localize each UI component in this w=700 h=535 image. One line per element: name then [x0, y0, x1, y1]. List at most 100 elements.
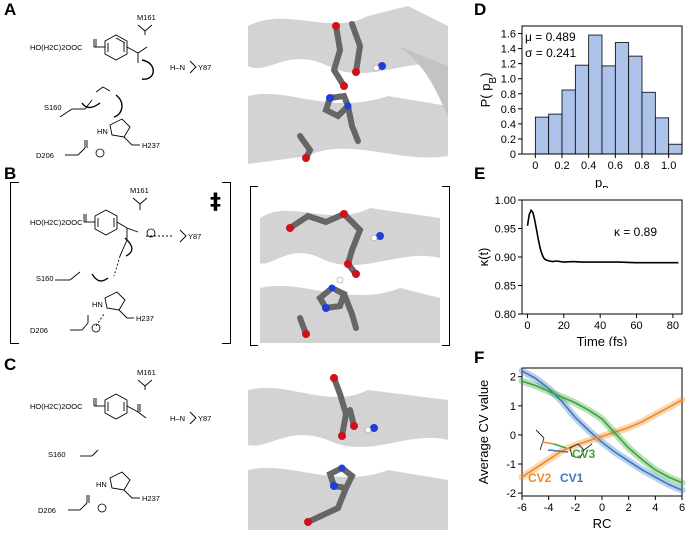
histogram-x-axis-label: pB: [595, 175, 609, 188]
histogram-y-tick-label: 0.4: [501, 119, 516, 131]
kappa-x-tick-label: 60: [630, 320, 642, 332]
cv1-legend-label: CV1: [560, 471, 584, 485]
histogram-y-tick-label: 1.2: [501, 59, 516, 71]
cv-x-tick-label: 2: [626, 502, 632, 514]
cv3-band: [518, 377, 686, 487]
histogram-bar: [614, 42, 630, 155]
structure-render-c: [248, 370, 448, 530]
kappa-annotation: κ = 0.89: [614, 225, 657, 239]
scheme-c-y87: Y87: [198, 414, 212, 423]
histogram-y-tick-label: 0.8: [501, 89, 516, 101]
scheme-c: HO(H2C)2OOC M161 H–N Y87 S160 HN H237 D2…: [30, 360, 230, 530]
ts-dagger-scheme: ‡: [210, 190, 221, 215]
scheme-b: HO(H2C)2OOC M161 Y87 S160 HN H237 D206: [30, 180, 220, 340]
structure-render-b-bracket-left: [250, 186, 258, 346]
scheme-b-bracket-right: [222, 182, 231, 344]
kappa-y-axis-label: κ(t): [476, 248, 491, 267]
cv3-legend-label: CV3: [572, 447, 596, 461]
histogram-bar: [561, 89, 576, 155]
histogram-x-tick-label: 0.8: [634, 160, 649, 172]
cv2-line: [521, 399, 683, 478]
histogram-bar: [628, 55, 643, 155]
scheme-b-d206: D206: [30, 326, 48, 335]
histogram-bar: [588, 34, 603, 155]
cv-x-tick-label: -6: [517, 502, 527, 514]
kappa-y-tick-label: 1.00: [495, 195, 516, 207]
histogram-bar: [668, 143, 683, 155]
kappa-y-tick-label: 0.95: [495, 224, 516, 236]
scheme-c-m161: M161: [137, 368, 156, 377]
cv-x-tick-label: 0: [599, 502, 605, 514]
scheme-a-drawing: [59, 24, 197, 158]
scheme-a-d206: D206: [36, 151, 54, 160]
cv-y-axis-label: Average CV value: [476, 380, 491, 485]
panel-label-e: E: [474, 164, 486, 183]
cv-y-tick-label: 0: [510, 430, 516, 442]
histogram-bar: [641, 91, 656, 155]
average-cv-chart: -6 -4 -2 0 2 4 6 -2 -1 0 1 2 CV3 CV2 CV1 RC Average…: [476, 367, 686, 531]
panel-label-a: A: [4, 0, 17, 19]
kappa-x-tick-label: 80: [667, 320, 679, 332]
histogram-x-tick-label: 0.6: [608, 160, 623, 172]
scheme-a-nh: H–N: [170, 63, 186, 72]
scheme-b-drawing: [55, 197, 187, 333]
scheme-c-drawing: [68, 379, 197, 513]
cv-y-tick-label: 1: [510, 401, 516, 413]
scheme-a-y87: Y87: [198, 63, 212, 72]
kappa-y-tick-label: 0.85: [495, 281, 516, 293]
structure-render-b: [260, 188, 440, 343]
histogram-bar: [601, 65, 616, 155]
cv-x-tick-label: -4: [544, 502, 554, 514]
scheme-c-tpa: HO(H2C)2OOC: [30, 402, 83, 411]
structure-render-a: [248, 6, 448, 164]
histogram-bar: [574, 64, 590, 155]
histogram-std-annotation: σ = 0.241: [525, 46, 576, 60]
kappa-x-tick-label: 0: [524, 320, 530, 332]
scheme-a-m161: M161: [137, 13, 156, 22]
scheme-a-hn: HN: [97, 127, 108, 136]
histogram-y-tick-label: 0: [510, 149, 516, 161]
histogram-x-tick-label: 1.0: [661, 160, 676, 172]
histogram-y-tick-label: 0.6: [501, 104, 516, 116]
cv2-legend-label: CV2: [528, 471, 552, 485]
x-label-p: p: [595, 175, 602, 188]
scheme-b-hn: HN: [92, 300, 103, 309]
histogram-pb-chart: 0 0.2 0.4 0.6 0.8 1.0 0 0.2 0.4 0.6 0.8 1.0 1.2 1.4 1.…: [478, 25, 683, 188]
scheme-b-bracket-left: [10, 182, 19, 344]
structure-a-svg: [248, 6, 448, 164]
scheme-b-s160: S160: [36, 274, 54, 283]
scheme-b-tpa: HO(H2C)2OOC: [30, 218, 83, 227]
kappa-y-tick-label: 0.90: [495, 252, 516, 264]
y-label-close: ): [478, 73, 493, 77]
histogram-y-tick-label: 1.4: [501, 44, 516, 56]
cv-inset-molecule: [535, 429, 593, 459]
histogram-x-tick-label: 0.2: [554, 160, 569, 172]
scheme-c-s160: S160: [48, 450, 66, 459]
scheme-a: HO(H2C)2OOC M161 H–N Y87 S160 HN H237 D2…: [30, 5, 230, 165]
panel-label-d: D: [474, 0, 487, 19]
cv-x-axis-label: RC: [593, 516, 612, 531]
structure-render-b-bracket-right: [442, 186, 450, 346]
scheme-b-m161: M161: [130, 186, 149, 195]
scheme-c-hn: HN: [96, 480, 107, 489]
kappa-curve: [526, 208, 679, 264]
cv-x-tick-label: -2: [570, 502, 580, 514]
cv-x-tick-label: 4: [652, 502, 658, 514]
structure-b-svg: [260, 188, 440, 343]
cv-y-tick-label: -1: [506, 459, 516, 471]
scheme-b-h237: H237: [136, 314, 154, 323]
scheme-c-nh: H–N: [170, 414, 186, 423]
histogram-x-tick-label: 0.4: [581, 160, 596, 172]
scheme-a-s160: S160: [44, 103, 62, 112]
scheme-c-d206: D206: [38, 506, 56, 515]
scheme-b-y87: Y87: [188, 232, 202, 241]
histogram-y-axis-label: P( pB): [478, 73, 499, 108]
y-label-sub: B: [488, 77, 499, 84]
transmission-coefficient-chart: 0 20 40 60 80 0.80 0.85 0.90 0.95 1.00 κ = 0.89 T…: [476, 195, 683, 346]
structure-c-svg: [248, 370, 448, 530]
histogram-y-tick-label: 1.0: [501, 74, 516, 86]
histogram-y-tick-label: 0.2: [501, 134, 516, 146]
kappa-x-tick-label: 40: [594, 320, 606, 332]
panel-label-b: B: [4, 164, 17, 183]
x-label-sub: B: [602, 185, 609, 189]
